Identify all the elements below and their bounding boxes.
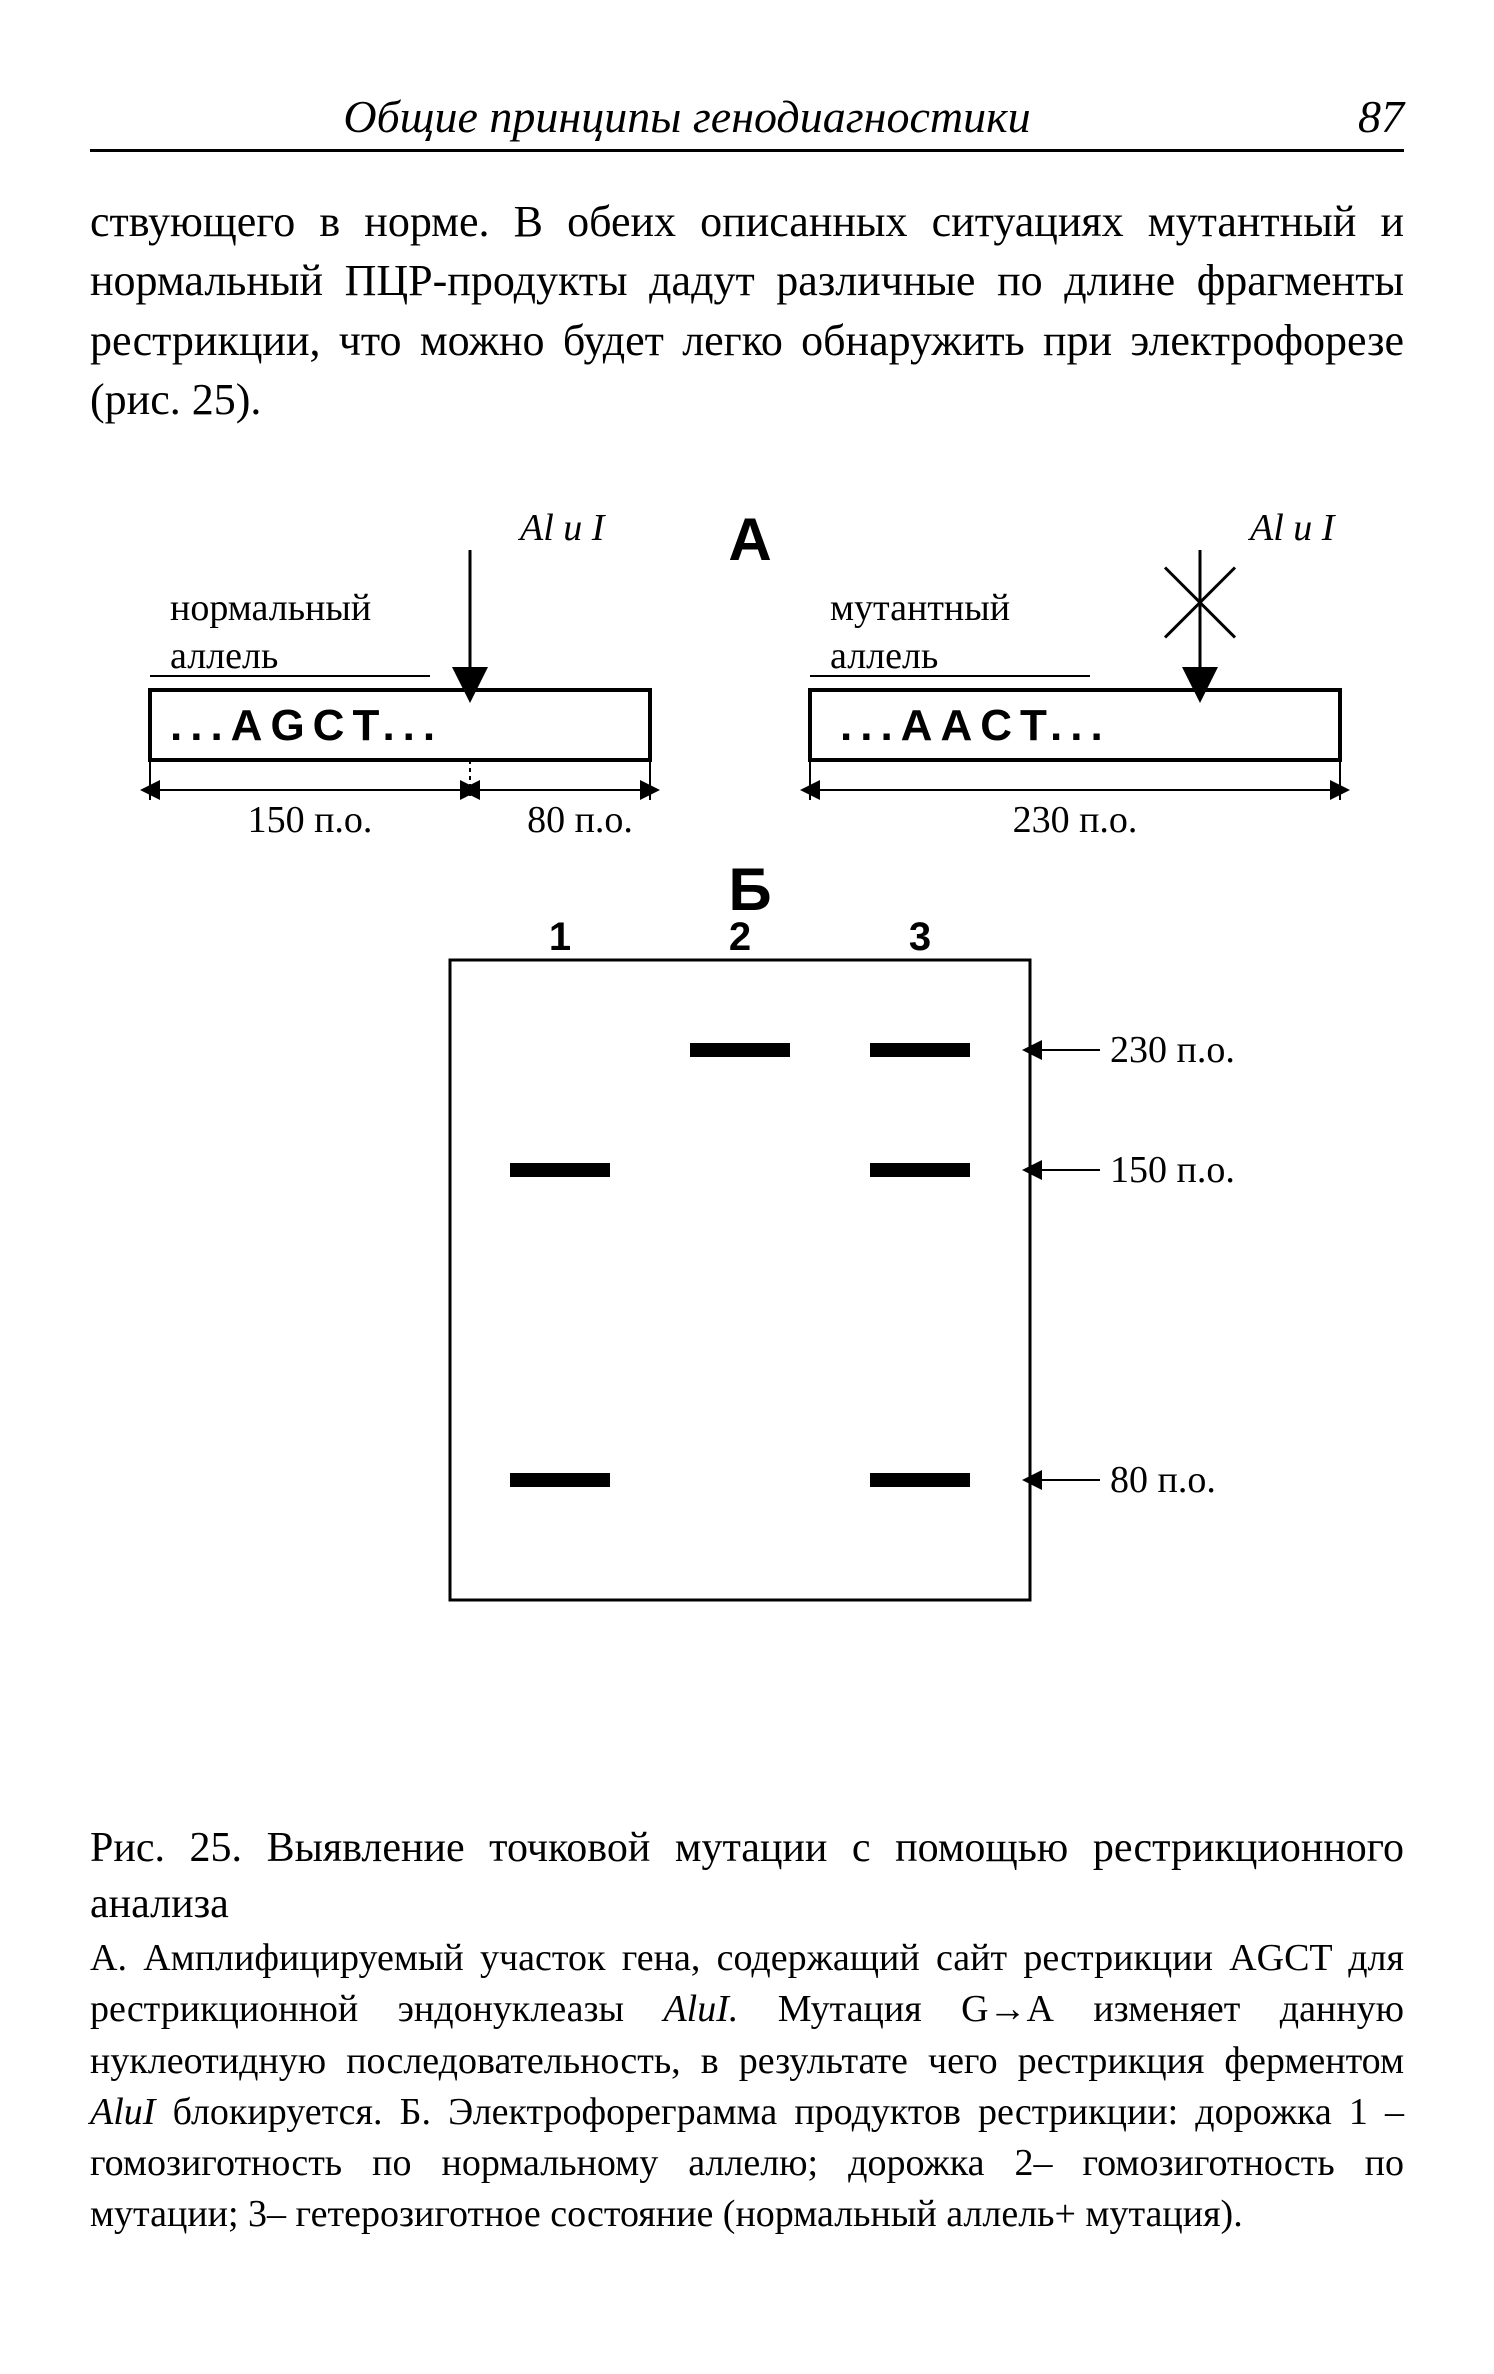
svg-text:мутантный: мутантный bbox=[830, 587, 1010, 629]
svg-text:Al и I: Al и I bbox=[517, 507, 607, 549]
figure-svg: А Al и I нормальный аллель ...AGCT... 150 п.о… bbox=[90, 490, 1404, 1690]
svg-text:нормальный: нормальный bbox=[170, 587, 371, 629]
svg-text:80 п.о.: 80 п.о. bbox=[1110, 1459, 1216, 1501]
svg-text:аллель: аллель bbox=[170, 635, 278, 677]
svg-text:А: А bbox=[728, 506, 771, 573]
svg-text:...AACT...: ...AACT... bbox=[840, 701, 1111, 750]
figure-caption: Рис. 25. Выявление точковой мутации с по… bbox=[90, 1820, 1404, 2241]
caption-body: А. Амплифицируемый участок гена, содержа… bbox=[90, 1933, 1404, 2241]
svg-text:150 п.о.: 150 п.о. bbox=[1110, 1149, 1235, 1191]
body-paragraph: ствующего в норме. В обеих описанных сит… bbox=[90, 192, 1404, 430]
svg-text:аллель: аллель bbox=[830, 635, 938, 677]
page: Общие принципы генодиагностики 87 ствующ… bbox=[0, 0, 1494, 2374]
page-number: 87 bbox=[1284, 90, 1404, 143]
svg-text:...AGCT...: ...AGCT... bbox=[170, 701, 443, 750]
svg-text:2: 2 bbox=[729, 915, 751, 959]
svg-text:230 п.о.: 230 п.о. bbox=[1013, 799, 1138, 841]
svg-text:80 п.о.: 80 п.о. bbox=[527, 799, 633, 841]
figure-25: А Al и I нормальный аллель ...AGCT... 150 п.о… bbox=[90, 490, 1404, 1740]
caption-title: Рис. 25. Выявление точковой мутации с по… bbox=[90, 1820, 1404, 1933]
page-header: Общие принципы генодиагностики 87 bbox=[90, 90, 1404, 152]
svg-text:230 п.о.: 230 п.о. bbox=[1110, 1029, 1235, 1071]
svg-text:Б: Б bbox=[728, 856, 771, 923]
svg-text:Al и I: Al и I bbox=[1247, 507, 1337, 549]
header-title: Общие принципы генодиагностики bbox=[90, 90, 1284, 143]
svg-text:3: 3 bbox=[909, 915, 931, 959]
svg-text:1: 1 bbox=[549, 915, 571, 959]
svg-text:150 п.о.: 150 п.о. bbox=[248, 799, 373, 841]
